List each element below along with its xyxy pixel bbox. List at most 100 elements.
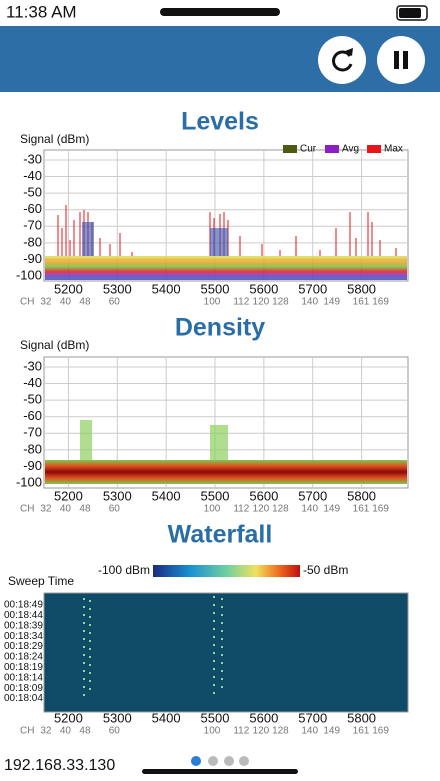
legend-label: Max: [384, 144, 403, 155]
channel-tick-label: 128: [272, 726, 289, 737]
section-title: Levels: [181, 108, 259, 136]
y-axis-label: Signal (dBm): [20, 132, 89, 146]
x-tick-label: 5600: [249, 710, 278, 725]
channel-tick-label: 100: [204, 726, 221, 737]
channel-tick-label: 32: [40, 297, 52, 308]
x-tick-label: 5600: [249, 281, 278, 296]
channel-tick-label: 128: [272, 297, 289, 308]
y-tick-label: -40: [23, 168, 42, 183]
time-label: 00:18:14: [4, 672, 43, 683]
x-tick-label: 5500: [201, 710, 230, 725]
page-dot[interactable]: [208, 756, 218, 766]
channel-tick-label: 48: [79, 726, 91, 737]
x-tick-label: 5300: [103, 710, 132, 725]
x-tick-label: 5400: [152, 488, 181, 503]
channel-tick-label: 40: [60, 297, 72, 308]
x-tick-label: 5500: [201, 281, 230, 296]
channel-tick-label: 112: [233, 726, 249, 737]
channel-tick-label: 40: [60, 504, 72, 515]
refresh-button[interactable]: [318, 36, 366, 84]
page-dot[interactable]: [239, 756, 249, 766]
y-tick-label: -50: [23, 185, 42, 200]
channel-tick-label: 169: [372, 726, 389, 737]
legend-label: Avg: [342, 144, 359, 155]
time-label: 00:18:24: [4, 652, 43, 663]
channel-tick-label: 128: [272, 504, 289, 515]
time-label: 00:18:49: [4, 600, 43, 611]
x-tick-label: 5300: [103, 488, 132, 503]
channel-tick-label: 112: [233, 504, 249, 515]
time-label: 00:18:04: [4, 693, 43, 704]
x-tick-label: 5400: [152, 281, 181, 296]
levels-cluster: [210, 228, 228, 256]
density-cluster: [210, 425, 228, 460]
channel-tick-label: 32: [40, 504, 52, 515]
channel-tick-label: 32: [40, 726, 52, 737]
x-tick-label: 5800: [347, 710, 376, 725]
y-axis-label: Sweep Time: [8, 574, 74, 588]
y-tick-label: -60: [23, 201, 42, 216]
time-label: 00:18:19: [4, 662, 43, 673]
y-tick-label: -70: [23, 425, 42, 440]
channel-tick-label: 100: [204, 504, 221, 515]
y-tick-label: -40: [23, 375, 42, 390]
battery-level: [399, 8, 421, 18]
x-tick-label: 5700: [298, 488, 327, 503]
pause-icon: [394, 51, 399, 69]
channel-tick-label: 169: [372, 297, 389, 308]
y-tick-label: -100: [16, 474, 42, 489]
x-tick-label: 5600: [249, 488, 278, 503]
channel-tick-label: 169: [372, 504, 389, 515]
channel-label: CH: [20, 726, 34, 737]
time-label: 00:18:39: [4, 620, 43, 631]
toolbar: [0, 26, 440, 92]
channel-tick-label: 60: [109, 297, 121, 308]
y-tick-label: -80: [23, 441, 42, 456]
page-dot[interactable]: [191, 756, 201, 766]
density-cluster: [80, 420, 92, 460]
channel-tick-label: 149: [323, 504, 340, 515]
channel-label: CH: [20, 297, 34, 308]
pause-button[interactable]: [377, 36, 425, 84]
section-title: Density: [175, 314, 265, 342]
levels-cluster: [82, 222, 94, 256]
y-tick-label: -100: [16, 267, 42, 282]
x-tick-label: 5800: [347, 281, 376, 296]
channel-tick-label: 48: [79, 297, 91, 308]
time-label: 00:18:44: [4, 610, 43, 621]
scale-min: -100 dBm: [98, 563, 150, 577]
x-tick-label: 5500: [201, 488, 230, 503]
y-tick-label: -90: [23, 251, 42, 266]
refresh-arrow: [345, 48, 353, 56]
notch: [160, 8, 280, 16]
channel-tick-label: 120: [253, 297, 270, 308]
legend-swatch: [325, 145, 339, 153]
channel-tick-label: 140: [301, 297, 318, 308]
time-label: 00:18:09: [4, 683, 43, 694]
y-tick-label: -30: [23, 358, 42, 373]
y-tick-label: -90: [23, 458, 42, 473]
y-tick-label: -50: [23, 392, 42, 407]
legend-swatch: [367, 145, 381, 153]
x-tick-label: 5700: [298, 710, 327, 725]
channel-tick-label: 161: [353, 726, 370, 737]
density-band: [45, 460, 407, 484]
section-title: Waterfall: [168, 521, 273, 549]
y-tick-label: -60: [23, 408, 42, 423]
waterfall-traces: [83, 596, 223, 698]
levels-noise: [45, 256, 407, 280]
legend-swatch: [283, 145, 297, 153]
x-tick-label: 5800: [347, 488, 376, 503]
waterfall-plot: [43, 592, 409, 713]
color-scale: [153, 565, 300, 577]
y-axis-label: Signal (dBm): [20, 338, 89, 352]
channel-tick-label: 161: [353, 504, 370, 515]
channel-tick-label: 60: [109, 504, 121, 515]
x-tick-label: 5300: [103, 281, 132, 296]
channel-tick-label: 120: [253, 726, 270, 737]
page-dot[interactable]: [224, 756, 234, 766]
channel-tick-label: 149: [323, 726, 340, 737]
scale-max: -50 dBm: [303, 563, 348, 577]
channel-tick-label: 48: [79, 504, 91, 515]
y-tick-label: -80: [23, 234, 42, 249]
